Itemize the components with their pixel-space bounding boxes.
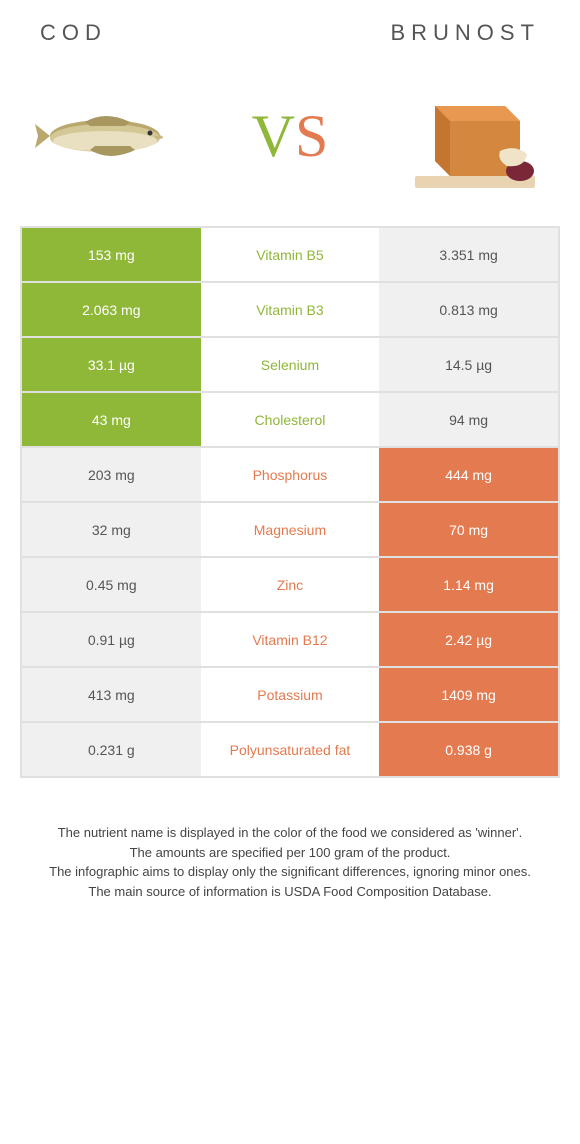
right-value: 0.813 mg [379, 283, 558, 336]
right-food-title: BRUNOST [390, 20, 540, 46]
right-value: 2.42 µg [379, 613, 558, 666]
nutrient-row: 43 mgCholesterol94 mg [22, 391, 558, 446]
nutrient-table: 153 mgVitamin B53.351 mg2.063 mgVitamin … [20, 226, 560, 778]
nutrient-name: Phosphorus [201, 448, 380, 501]
nutrient-name: Vitamin B12 [201, 613, 380, 666]
nutrient-name: Cholesterol [201, 393, 380, 446]
footer-line-1: The nutrient name is displayed in the co… [30, 823, 550, 843]
right-value: 1409 mg [379, 668, 558, 721]
left-value: 43 mg [22, 393, 201, 446]
right-value: 14.5 µg [379, 338, 558, 391]
nutrient-name: Magnesium [201, 503, 380, 556]
right-value: 3.351 mg [379, 228, 558, 281]
hero-row: VS [0, 56, 580, 226]
nutrient-row: 0.45 mgZinc1.14 mg [22, 556, 558, 611]
brunost-cheese-icon [395, 76, 545, 196]
right-value: 0.938 g [379, 723, 558, 776]
nutrient-row: 153 mgVitamin B53.351 mg [22, 226, 558, 281]
footer-line-4: The main source of information is USDA F… [30, 882, 550, 902]
left-value: 2.063 mg [22, 283, 201, 336]
right-value: 444 mg [379, 448, 558, 501]
nutrient-name: Zinc [201, 558, 380, 611]
nutrient-name: Vitamin B5 [201, 228, 380, 281]
vs-label: VS [252, 102, 329, 171]
left-value: 0.91 µg [22, 613, 201, 666]
left-food-image [30, 76, 190, 196]
footer-line-2: The amounts are specified per 100 gram o… [30, 843, 550, 863]
left-value: 0.45 mg [22, 558, 201, 611]
nutrient-row: 0.91 µgVitamin B122.42 µg [22, 611, 558, 666]
vs-v-letter: V [252, 103, 295, 169]
right-value: 1.14 mg [379, 558, 558, 611]
right-value: 70 mg [379, 503, 558, 556]
cod-fish-icon [35, 106, 185, 166]
vs-s-letter: S [295, 103, 328, 169]
nutrient-row: 0.231 gPolyunsaturated fat0.938 g [22, 721, 558, 776]
footer-notes: The nutrient name is displayed in the co… [0, 778, 580, 921]
nutrient-row: 33.1 µgSelenium14.5 µg [22, 336, 558, 391]
left-value: 203 mg [22, 448, 201, 501]
nutrient-row: 413 mgPotassium1409 mg [22, 666, 558, 721]
left-value: 0.231 g [22, 723, 201, 776]
nutrient-name: Polyunsaturated fat [201, 723, 380, 776]
nutrient-row: 2.063 mgVitamin B30.813 mg [22, 281, 558, 336]
nutrient-row: 203 mgPhosphorus444 mg [22, 446, 558, 501]
nutrient-name: Vitamin B3 [201, 283, 380, 336]
left-value: 153 mg [22, 228, 201, 281]
footer-line-3: The infographic aims to display only the… [30, 862, 550, 882]
left-value: 413 mg [22, 668, 201, 721]
nutrient-row: 32 mgMagnesium70 mg [22, 501, 558, 556]
right-food-image [390, 76, 550, 196]
left-value: 32 mg [22, 503, 201, 556]
left-value: 33.1 µg [22, 338, 201, 391]
nutrient-name: Potassium [201, 668, 380, 721]
right-value: 94 mg [379, 393, 558, 446]
nutrient-name: Selenium [201, 338, 380, 391]
header: COD BRUNOST [0, 0, 580, 56]
left-food-title: COD [40, 20, 107, 46]
